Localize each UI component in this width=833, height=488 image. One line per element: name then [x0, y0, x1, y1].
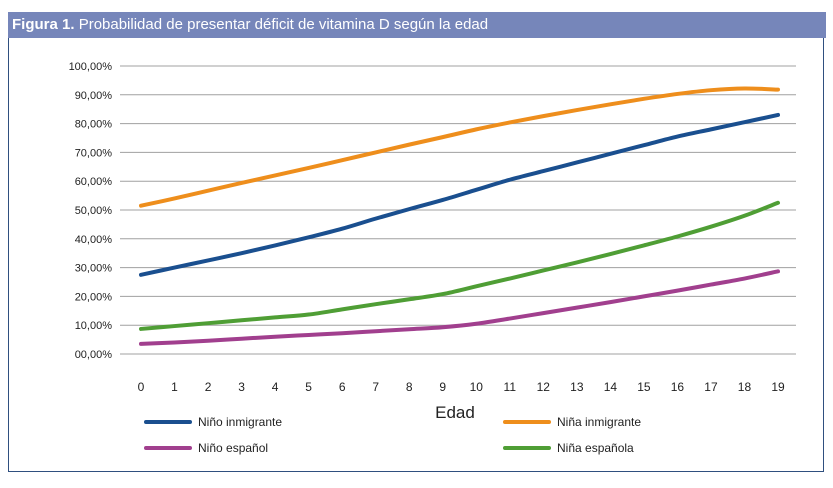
legend-label: Niña española	[557, 441, 634, 455]
x-tick-label: 16	[671, 380, 685, 394]
x-tick-label: 15	[637, 380, 651, 394]
legend-label: Niño inmigrante	[198, 415, 282, 429]
x-tick-label: 3	[238, 380, 245, 394]
y-tick-label: 20,00%	[75, 291, 113, 303]
x-tick-label: 6	[339, 380, 346, 394]
x-tick-label: 17	[704, 380, 718, 394]
legend-label: Niña inmigrante	[557, 415, 641, 429]
x-tick-label: 11	[504, 380, 517, 394]
x-tick-label: 18	[738, 380, 752, 394]
y-tick-label: 90,00%	[75, 90, 113, 102]
x-tick-label: 4	[272, 380, 279, 394]
figure-title: Probabilidad de presentar déficit de vit…	[78, 16, 489, 33]
y-tick-label: 10,00%	[75, 320, 113, 332]
x-tick-label: 13	[570, 380, 584, 394]
x-tick-label: 9	[439, 380, 446, 394]
y-tick-label: 50,00%	[75, 205, 113, 217]
series-line-0	[139, 112, 780, 277]
x-tick-label: 0	[138, 380, 145, 394]
figure-header: Figura 1. Probabilidad de presentar défi…	[8, 12, 826, 38]
y-tick-label: 100,00%	[69, 61, 113, 73]
x-tick-label: 14	[604, 380, 618, 394]
y-tick-label: 80,00%	[75, 119, 113, 131]
y-tick-label: 40,00%	[75, 234, 113, 246]
series-line-2	[139, 269, 780, 346]
x-tick-label: 7	[372, 380, 379, 394]
y-tick-label: 60,00%	[75, 176, 113, 188]
figure-label: Figura 1.	[12, 16, 75, 33]
x-tick-label: 12	[537, 380, 551, 394]
x-axis-label: Edad	[435, 403, 475, 422]
x-tick-label: 8	[406, 380, 413, 394]
x-tick-label: 1	[171, 380, 178, 394]
y-tick-label: 00,00%	[75, 349, 113, 361]
x-tick-label: 5	[305, 380, 312, 394]
x-tick-label: 2	[205, 380, 212, 394]
series-line-1	[139, 86, 780, 208]
x-tick-label: 10	[470, 380, 484, 394]
x-tick-label: 19	[771, 380, 785, 394]
y-tick-label: 30,00%	[75, 263, 113, 275]
y-tick-label: 70,00%	[75, 147, 113, 159]
legend-label: Niño español	[198, 441, 268, 455]
series-line-3	[139, 200, 780, 331]
